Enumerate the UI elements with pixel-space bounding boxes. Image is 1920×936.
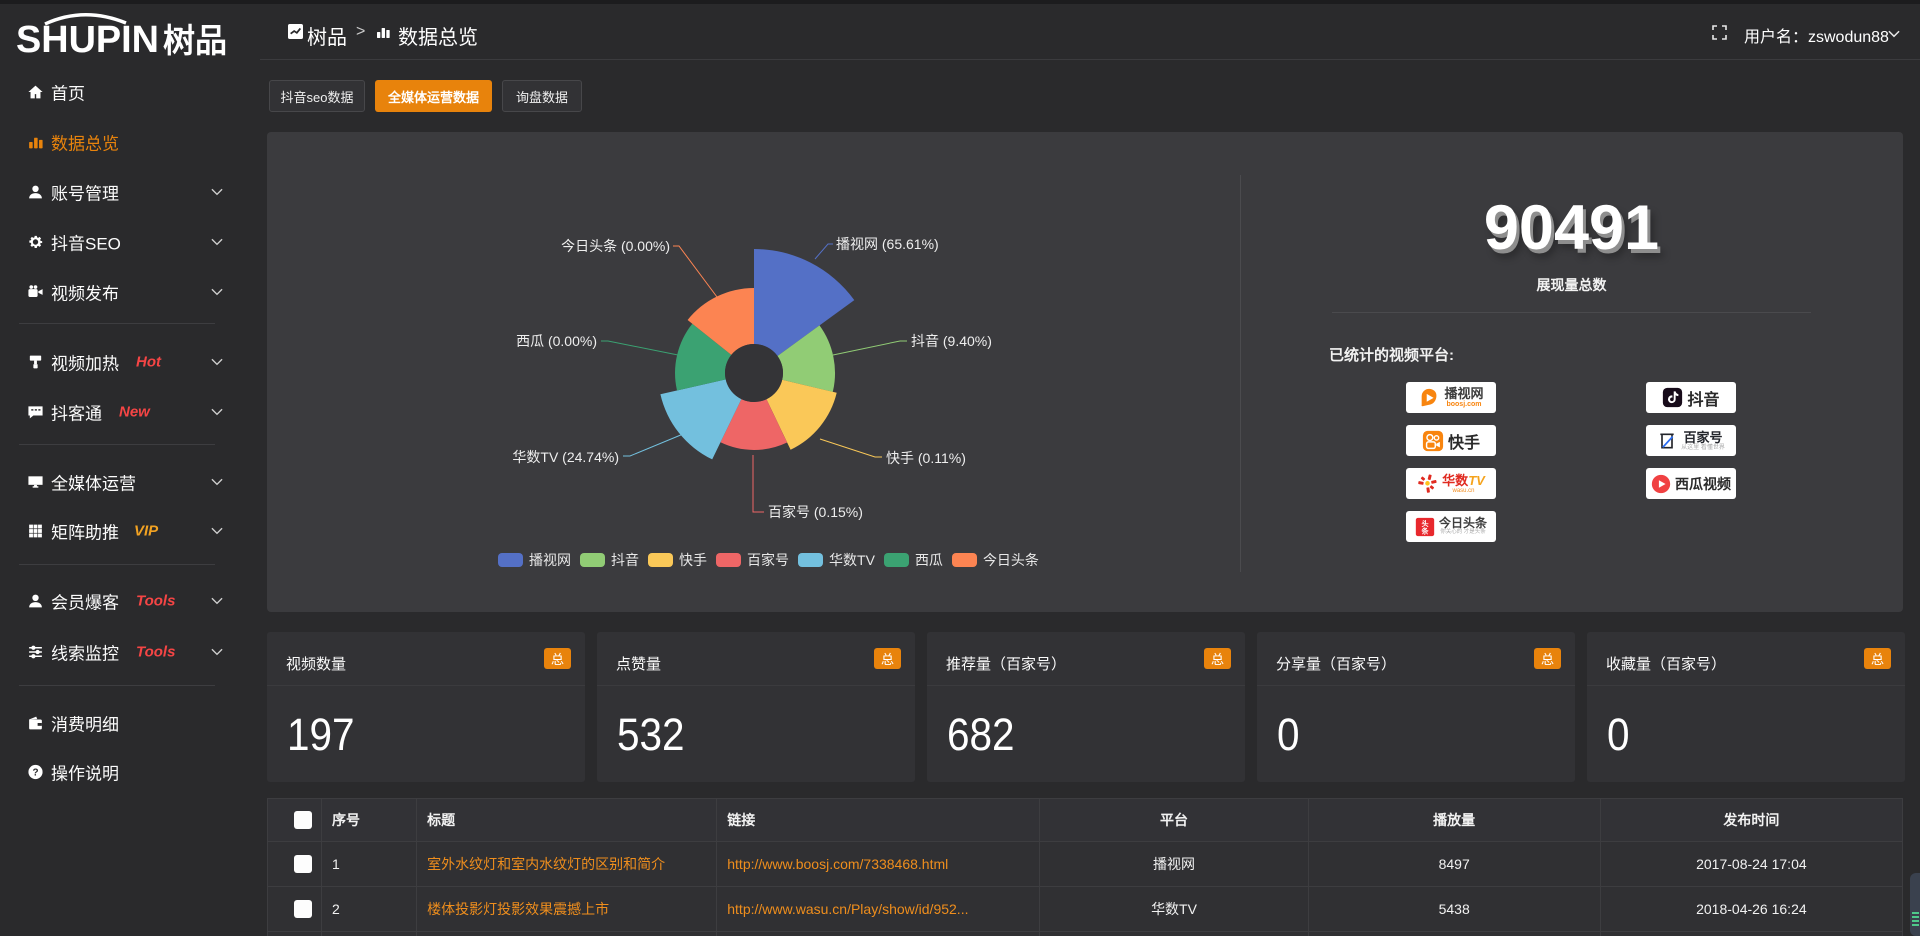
svg-text:快手 (0.11%): 快手 (0.11%) [886,450,966,466]
svg-text:百家号 (0.15%): 百家号 (0.15%) [768,504,863,520]
svg-text:播视网 (65.61%): 播视网 (65.61%) [836,236,939,252]
svg-text:SHUPIN: SHUPIN [16,19,159,58]
svg-text:抖音 (9.40%): 抖音 (9.40%) [911,333,992,349]
svg-text:头: 头 [1421,518,1428,527]
svg-text:今日头条 (0.00%): 今日头条 (0.00%) [561,238,670,254]
svg-text:?: ? [32,768,38,779]
svg-text:树品: 树品 [163,22,227,58]
svg-text:条: 条 [1420,526,1429,535]
svg-text:西瓜 (0.00%): 西瓜 (0.00%) [516,333,597,349]
svg-text:华数TV (24.74%): 华数TV (24.74%) [512,449,619,465]
